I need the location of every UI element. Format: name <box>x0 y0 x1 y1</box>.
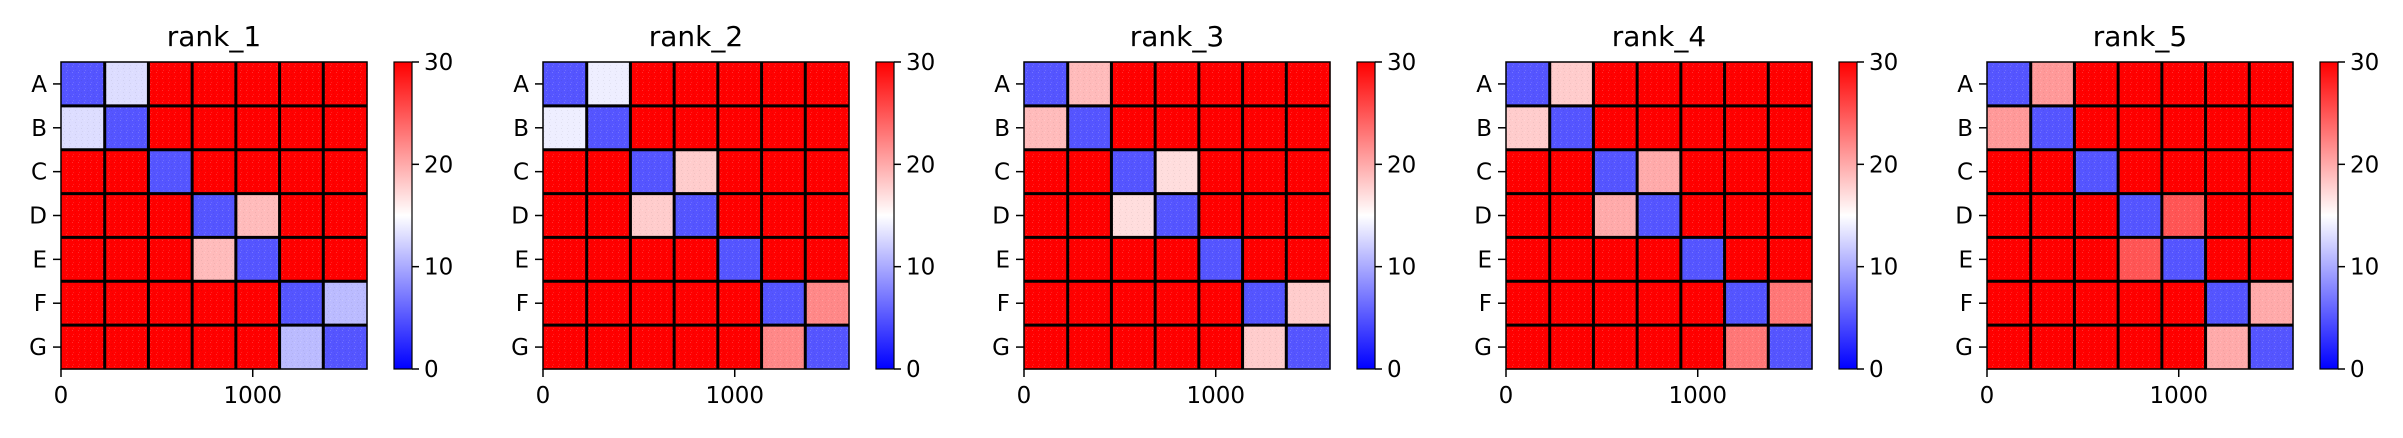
colorbar-frame <box>1356 61 1376 370</box>
y-tick-label: B <box>1476 116 1492 142</box>
colorbar-tick-label: 30 <box>424 50 453 76</box>
x-tick-label: 0 <box>536 383 551 409</box>
colorbar-tick-label: 20 <box>1869 152 1898 178</box>
colorbar <box>1357 62 1375 369</box>
colorbar-tick-label: 0 <box>1387 357 1402 383</box>
colorbar-tick-label: 10 <box>2350 255 2379 281</box>
colorbar-frame <box>1838 61 1858 370</box>
y-tick-label: B <box>513 116 529 142</box>
colorbar-tick-label: 10 <box>1387 255 1416 281</box>
y-tick-label: A <box>513 72 529 98</box>
y-tick-label: E <box>1958 247 1973 273</box>
y-tick-label: D <box>1474 204 1492 230</box>
colorbar <box>394 62 412 369</box>
y-tick-label: F <box>997 291 1010 317</box>
y-tick-label: E <box>1477 247 1492 273</box>
y-tick-label: G <box>1474 335 1492 361</box>
colorbar-tick-label: 30 <box>2350 50 2379 76</box>
x-tick-label: 0 <box>1980 383 1995 409</box>
y-tick-label: A <box>31 72 47 98</box>
x-tick-label: 1000 <box>1668 383 1727 409</box>
y-tick-label: B <box>31 116 47 142</box>
y-tick-label: F <box>1479 291 1492 317</box>
colorbar-tick-label: 30 <box>906 50 935 76</box>
colorbar-tick-label: 0 <box>906 357 921 383</box>
x-tick-label: 1000 <box>1186 383 1245 409</box>
heatmap-texture <box>1024 62 1330 369</box>
colorbar-tick-label: 20 <box>906 152 935 178</box>
colorbar-tick-label: 30 <box>1387 50 1416 76</box>
colorbar-frame <box>2319 61 2339 370</box>
x-tick-label: 1000 <box>223 383 282 409</box>
y-tick-label: D <box>992 204 1010 230</box>
y-tick-label: E <box>995 247 1010 273</box>
colorbar <box>1839 62 1857 369</box>
y-tick-label: D <box>1955 204 1973 230</box>
colorbar-frame <box>875 61 895 370</box>
colorbar-tick-label: 0 <box>1869 357 1884 383</box>
heatmap-texture <box>61 62 367 369</box>
heatmap-texture <box>1506 62 1812 369</box>
colorbar-tick-label: 10 <box>1869 255 1898 281</box>
y-tick-label: C <box>1957 160 1973 186</box>
colorbar-tick-label: 20 <box>1387 152 1416 178</box>
y-tick-label: C <box>994 160 1010 186</box>
panel-title: rank_1 <box>167 20 261 53</box>
colorbar-tick-label: 10 <box>424 255 453 281</box>
colorbar <box>876 62 894 369</box>
y-tick-label: A <box>994 72 1010 98</box>
y-tick-label: F <box>1960 291 1973 317</box>
panel-title: rank_5 <box>2093 20 2187 53</box>
x-tick-label: 1000 <box>2149 383 2208 409</box>
x-tick-label: 0 <box>54 383 69 409</box>
colorbar-tick-label: 20 <box>424 152 453 178</box>
y-tick-label: F <box>34 291 47 317</box>
heatmap-texture <box>543 62 849 369</box>
panel-title: rank_2 <box>649 20 743 53</box>
colorbar-tick-label: 0 <box>2350 357 2365 383</box>
colorbar-tick-label: 20 <box>2350 152 2379 178</box>
colorbar-frame <box>393 61 413 370</box>
y-tick-label: D <box>29 204 47 230</box>
y-tick-label: C <box>31 160 47 186</box>
panel-title: rank_4 <box>1612 20 1706 53</box>
y-tick-label: G <box>1955 335 1973 361</box>
y-tick-label: B <box>1957 116 1973 142</box>
heatmap-texture <box>1987 62 2293 369</box>
y-tick-label: E <box>514 247 529 273</box>
y-tick-label: D <box>511 204 529 230</box>
y-tick-label: G <box>29 335 47 361</box>
y-tick-label: C <box>1476 160 1492 186</box>
colorbar-tick-label: 30 <box>1869 50 1898 76</box>
x-tick-label: 0 <box>1017 383 1032 409</box>
panel-title: rank_3 <box>1130 20 1224 53</box>
y-tick-label: A <box>1476 72 1492 98</box>
colorbar-tick-label: 10 <box>906 255 935 281</box>
y-tick-label: F <box>516 291 529 317</box>
colorbar-tick-label: 0 <box>424 357 439 383</box>
y-tick-label: A <box>1957 72 1973 98</box>
x-tick-label: 0 <box>1499 383 1514 409</box>
y-tick-label: G <box>992 335 1010 361</box>
y-tick-label: C <box>513 160 529 186</box>
y-tick-label: B <box>994 116 1010 142</box>
colorbar <box>2320 62 2338 369</box>
x-tick-label: 1000 <box>705 383 764 409</box>
y-tick-label: G <box>511 335 529 361</box>
y-tick-label: E <box>32 247 47 273</box>
